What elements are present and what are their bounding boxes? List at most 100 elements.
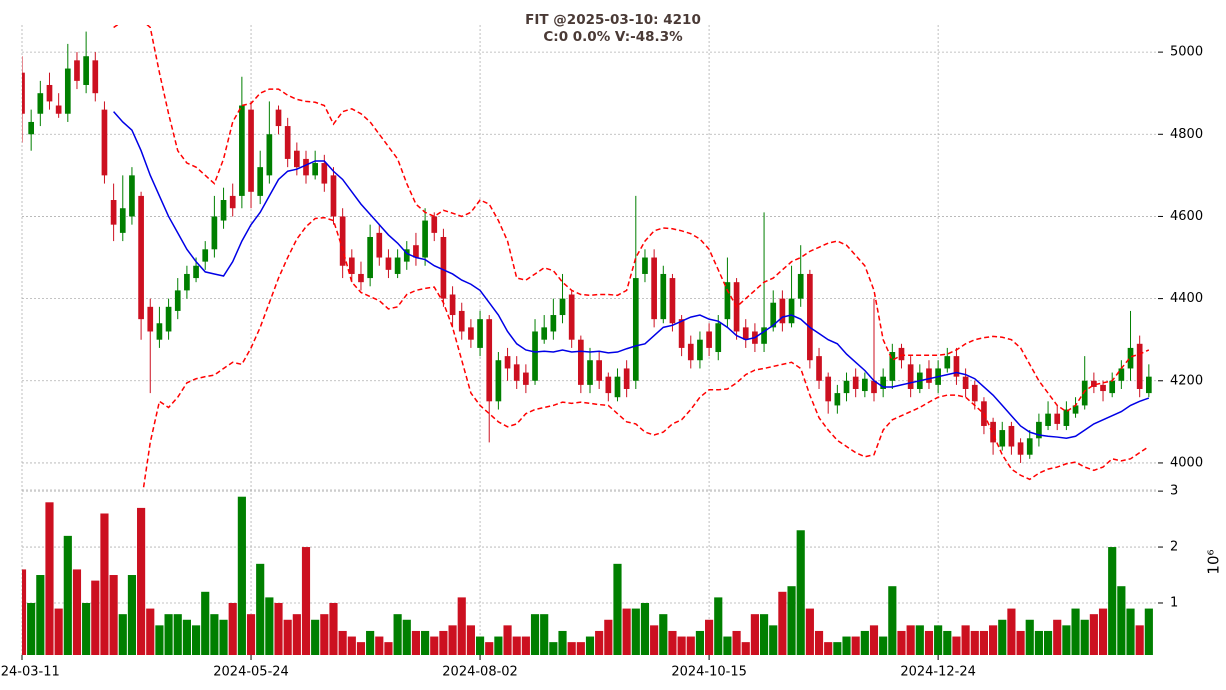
candle-body bbox=[971, 384, 978, 402]
volume-bar bbox=[1117, 586, 1126, 655]
y-tick-label: 5000 bbox=[1170, 45, 1203, 60]
candle-body bbox=[1118, 368, 1125, 381]
candle-body bbox=[83, 56, 89, 85]
candle-body bbox=[385, 257, 392, 270]
volume-bar bbox=[585, 636, 595, 655]
candle-body bbox=[165, 306, 172, 332]
candle-body bbox=[229, 195, 236, 209]
candle-body bbox=[999, 430, 1006, 447]
volume-bar bbox=[1098, 608, 1108, 655]
volume-panel bbox=[22, 496, 1153, 655]
volume-bar bbox=[1062, 625, 1071, 655]
candle-body bbox=[239, 105, 245, 196]
volume-bar bbox=[182, 619, 191, 655]
volume-bar bbox=[530, 614, 540, 655]
candle-body bbox=[266, 134, 273, 176]
candle-body bbox=[797, 273, 804, 299]
volume-bar bbox=[1080, 619, 1089, 655]
volume-bar bbox=[888, 586, 897, 655]
volume-bar bbox=[879, 636, 888, 655]
volume-bar bbox=[1071, 608, 1080, 655]
volume-bar bbox=[842, 636, 851, 655]
volume-bar bbox=[952, 636, 961, 655]
candle-body bbox=[156, 323, 163, 340]
price-panel bbox=[22, 25, 1152, 488]
volume-bar bbox=[613, 563, 622, 655]
candle-body bbox=[193, 265, 199, 279]
candle-body bbox=[101, 109, 108, 176]
volume-bar bbox=[100, 513, 109, 655]
candle-body bbox=[358, 273, 364, 283]
candle-body bbox=[825, 376, 832, 402]
candle-body bbox=[1063, 409, 1070, 426]
candle-body bbox=[1136, 343, 1143, 389]
candle-body bbox=[706, 331, 712, 348]
candle-body bbox=[715, 323, 722, 353]
volume-bar bbox=[27, 602, 36, 655]
volume-bar bbox=[246, 614, 256, 655]
y-tick-label: 4800 bbox=[1170, 127, 1203, 142]
volume-bar bbox=[173, 614, 182, 655]
volume-bar bbox=[915, 625, 924, 655]
volume-bar bbox=[301, 547, 311, 655]
candle-body bbox=[1072, 405, 1079, 414]
candle-body bbox=[449, 294, 456, 316]
candle-body bbox=[898, 347, 905, 361]
candle-body bbox=[871, 380, 877, 394]
candle-body bbox=[248, 109, 254, 192]
candle-body bbox=[440, 236, 447, 299]
candle-body bbox=[1036, 421, 1042, 439]
axis-labels: 4000 4200 4400 4600 4800 5000 1 2 3 2024-03-11 202… bbox=[0, 45, 1203, 680]
volume-bar bbox=[1043, 630, 1053, 655]
volume-bar bbox=[448, 625, 457, 655]
x-tick-label: 2024-05-24 bbox=[213, 665, 289, 680]
candle-body bbox=[422, 220, 428, 258]
candle-body bbox=[642, 257, 648, 274]
volume-bar bbox=[521, 636, 530, 655]
volume-bar bbox=[36, 575, 45, 655]
volume-bar bbox=[924, 630, 934, 655]
volume-bar bbox=[650, 625, 659, 655]
volume-bar bbox=[714, 597, 723, 655]
volume-bar bbox=[503, 625, 512, 655]
candle-body bbox=[147, 306, 154, 332]
volume-bar bbox=[622, 608, 631, 655]
candle-body bbox=[431, 216, 438, 233]
volume-bar bbox=[989, 625, 998, 655]
candle-body bbox=[1017, 442, 1024, 455]
x-tick-label: 2024-08-02 bbox=[442, 665, 518, 680]
candle-body bbox=[468, 327, 474, 340]
candle-body bbox=[477, 319, 483, 348]
volume-bar bbox=[750, 614, 759, 655]
volume-bar bbox=[686, 636, 695, 655]
y-tick-label: 4600 bbox=[1170, 209, 1203, 224]
volume-bar bbox=[356, 642, 366, 655]
volume-bar bbox=[402, 619, 411, 655]
candle-body bbox=[211, 216, 218, 250]
candle-body bbox=[1045, 413, 1051, 426]
volume-bar bbox=[512, 636, 521, 655]
volume-bar bbox=[668, 630, 677, 655]
volume-bar bbox=[778, 591, 787, 655]
candle-body bbox=[284, 126, 291, 159]
y-tick-label: 4000 bbox=[1170, 455, 1203, 470]
candle-body bbox=[257, 167, 264, 196]
volume-tick-label: 1 bbox=[1170, 595, 1178, 610]
volume-bar bbox=[137, 507, 146, 655]
candle-body bbox=[926, 368, 932, 383]
volume-bar bbox=[338, 630, 347, 655]
volume-bar bbox=[595, 630, 604, 655]
candle-body bbox=[523, 372, 529, 385]
volume-bar bbox=[769, 625, 778, 655]
volume-bar bbox=[191, 625, 201, 655]
volume-bar bbox=[961, 625, 970, 655]
candle-body bbox=[559, 298, 566, 316]
candle-body bbox=[37, 93, 44, 114]
volume-bar bbox=[934, 625, 943, 655]
volume-bar bbox=[347, 636, 356, 655]
x-tick-label: 2024-12-24 bbox=[900, 665, 976, 680]
candle-body bbox=[669, 278, 676, 324]
volume-bar bbox=[796, 530, 805, 655]
volume-bar bbox=[228, 602, 237, 655]
volume-bar bbox=[869, 625, 879, 655]
